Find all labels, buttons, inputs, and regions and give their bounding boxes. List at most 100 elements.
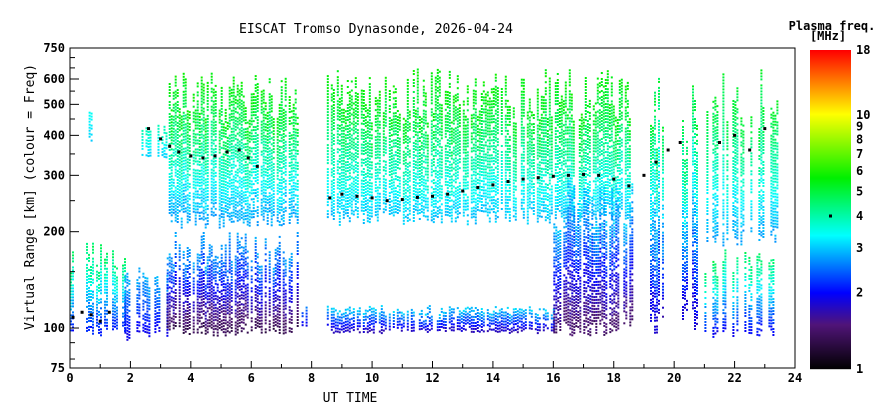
heatmap-cell xyxy=(196,109,199,112)
heatmap-cell xyxy=(262,131,265,134)
heatmap-cell xyxy=(512,320,515,323)
heatmap-cell xyxy=(524,318,527,321)
heatmap-cell xyxy=(204,317,207,320)
heatmap-cell xyxy=(106,294,108,297)
heatmap-cell xyxy=(228,140,231,143)
heatmap-cell xyxy=(528,306,531,309)
heatmap-cell xyxy=(326,150,329,153)
heatmap-cell xyxy=(256,83,259,86)
heatmap-cell xyxy=(514,317,517,319)
heatmap-cell xyxy=(330,183,333,186)
heatmap-cell xyxy=(524,312,527,315)
heatmap-cell xyxy=(210,135,213,138)
heatmap-cell xyxy=(106,258,108,261)
heatmap-cell xyxy=(222,304,225,307)
heatmap-cell xyxy=(266,162,269,165)
heatmap-cell xyxy=(342,111,345,114)
heatmap-cell xyxy=(198,284,201,287)
heatmap-cell xyxy=(208,271,211,274)
heatmap-cell xyxy=(100,331,102,334)
heatmap-cell xyxy=(148,314,151,317)
heatmap-cell xyxy=(284,164,287,167)
heatmap-cell xyxy=(186,185,189,188)
heatmap-cell xyxy=(220,98,223,101)
heatmap-cell xyxy=(352,144,355,147)
heatmap-cell xyxy=(204,326,207,329)
heatmap-cell xyxy=(72,293,74,296)
heatmap-cell xyxy=(412,311,415,314)
heatmap-cell xyxy=(244,182,247,185)
heatmap-cell xyxy=(278,244,281,247)
heatmap-cell xyxy=(278,298,281,301)
heatmap-cell xyxy=(276,253,279,256)
heatmap-cell xyxy=(174,117,177,120)
heatmap-cell xyxy=(234,188,237,191)
heatmap-cell xyxy=(170,266,173,269)
heatmap-cell xyxy=(336,127,339,130)
heatmap-cell xyxy=(336,324,339,327)
heatmap-cell xyxy=(236,274,239,277)
heatmap-cell xyxy=(346,161,349,163)
heatmap-cell xyxy=(226,157,229,160)
heatmap-cell xyxy=(96,294,98,297)
heatmap-cell xyxy=(206,177,209,180)
heatmap-cell xyxy=(280,161,283,164)
heatmap-cell xyxy=(90,317,92,319)
heatmap-cell xyxy=(502,323,505,326)
heatmap-cell xyxy=(170,296,173,299)
heatmap-cell xyxy=(92,296,94,299)
heatmap-cell xyxy=(274,254,277,257)
heatmap-cell xyxy=(202,143,205,146)
heatmap-cell xyxy=(280,107,283,110)
heatmap-cell xyxy=(228,304,231,307)
heatmap-cell xyxy=(448,306,451,309)
heatmap-cell xyxy=(114,286,116,289)
heatmap-cell xyxy=(276,298,279,301)
heatmap-cell xyxy=(258,292,261,295)
heatmap-cell xyxy=(158,317,161,320)
heatmap-cell xyxy=(200,181,203,184)
heatmap-cell xyxy=(228,289,231,292)
heatmap-cell xyxy=(294,173,297,176)
heatmap-cell xyxy=(186,110,189,113)
heatmap-cell xyxy=(234,173,237,176)
heatmap-cell xyxy=(70,290,72,293)
heatmap-cell xyxy=(174,114,177,117)
heatmap-cell xyxy=(166,296,169,299)
heatmap-cell xyxy=(238,122,241,125)
heatmap-cell xyxy=(336,315,339,318)
heatmap-cell xyxy=(284,316,287,319)
heatmap-cell xyxy=(212,274,215,277)
heatmap-cell xyxy=(282,153,285,156)
heatmap-cell xyxy=(204,166,207,169)
heatmap-cell xyxy=(232,124,235,127)
heatmap-cell xyxy=(194,142,197,145)
heatmap-cell xyxy=(246,265,249,268)
heatmap-cell xyxy=(534,313,537,316)
heatmap-cell xyxy=(236,310,239,313)
heatmap-cell xyxy=(458,310,461,313)
heatmap-cell xyxy=(144,330,147,333)
heatmap-cell xyxy=(240,330,243,333)
heatmap-cell xyxy=(412,323,415,326)
heatmap-cell xyxy=(350,146,353,149)
heatmap-cell xyxy=(232,94,235,97)
heatmap-cell xyxy=(232,130,235,133)
heatmap-cell xyxy=(350,101,353,104)
heatmap-cell xyxy=(220,203,223,206)
heatmap-cell xyxy=(188,213,191,216)
heatmap-cell xyxy=(276,247,279,250)
heatmap-cell xyxy=(262,158,265,161)
heatmap-cell xyxy=(396,326,399,329)
heatmap-cell xyxy=(392,326,395,328)
heatmap-cell xyxy=(100,244,102,247)
heatmap-cell xyxy=(141,135,144,138)
heatmap-cell xyxy=(182,72,185,75)
heatmap-cell xyxy=(256,95,259,98)
heatmap-cell xyxy=(262,206,265,209)
heatmap-cell xyxy=(208,322,211,325)
heatmap-cell xyxy=(230,214,233,217)
heatmap-cell xyxy=(228,200,231,203)
heatmap-cell xyxy=(192,210,195,213)
heatmap-cell xyxy=(178,192,181,195)
